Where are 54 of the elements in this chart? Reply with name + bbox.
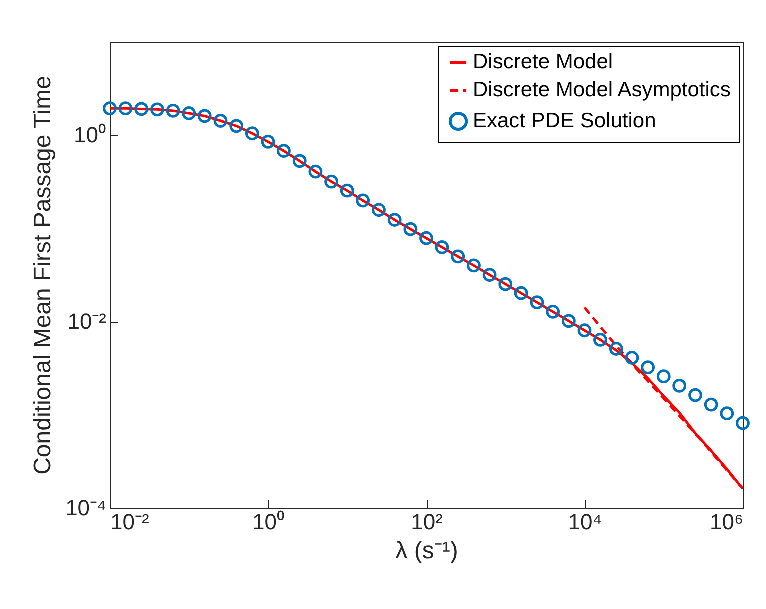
point bbox=[530, 296, 544, 310]
point bbox=[514, 286, 528, 300]
point bbox=[372, 203, 386, 218]
legend-label: Exact PDE Solution bbox=[473, 110, 656, 132]
point bbox=[720, 406, 734, 421]
point bbox=[578, 324, 592, 338]
point bbox=[435, 240, 450, 254]
point bbox=[625, 351, 640, 365]
point bbox=[134, 102, 149, 116]
point bbox=[404, 222, 418, 236]
point bbox=[261, 134, 276, 149]
point bbox=[324, 174, 339, 189]
point bbox=[292, 154, 307, 168]
y-tick-label: 10⁻⁴ bbox=[66, 496, 106, 520]
point bbox=[277, 144, 291, 158]
point bbox=[562, 314, 576, 328]
y-tick-label: 10⁰ bbox=[74, 122, 106, 148]
x-tick-label: 10⁻² bbox=[110, 510, 150, 534]
point bbox=[340, 184, 354, 198]
point bbox=[736, 416, 750, 430]
point bbox=[245, 126, 260, 141]
legend-label: Discrete Model bbox=[473, 50, 614, 74]
point bbox=[546, 304, 560, 319]
point bbox=[356, 194, 370, 208]
point bbox=[150, 102, 164, 117]
point bbox=[420, 231, 434, 246]
x-tick-label: 10⁶ bbox=[710, 510, 744, 534]
point bbox=[609, 342, 624, 356]
y-tick-label: 10⁻² bbox=[68, 309, 106, 334]
x-tick-label: 10⁴ bbox=[568, 510, 602, 534]
point bbox=[672, 379, 687, 393]
point bbox=[688, 388, 702, 402]
y-axis-title: Conditional Mean First Passage Time bbox=[30, 76, 57, 475]
point bbox=[214, 114, 228, 128]
point bbox=[467, 258, 481, 273]
x-tick-label: 10⁰ bbox=[252, 510, 285, 534]
point bbox=[118, 102, 133, 116]
point bbox=[498, 277, 513, 292]
point bbox=[230, 119, 244, 134]
point bbox=[641, 360, 656, 375]
point bbox=[451, 250, 466, 264]
point bbox=[198, 109, 212, 124]
point bbox=[594, 333, 608, 347]
point bbox=[482, 268, 497, 282]
point bbox=[308, 164, 323, 179]
point bbox=[182, 106, 196, 120]
point bbox=[388, 213, 402, 227]
x-tick-label: 10² bbox=[411, 510, 443, 534]
point bbox=[103, 102, 117, 116]
legend-label: Discrete Model Asymptotics bbox=[473, 78, 731, 102]
point bbox=[656, 370, 671, 384]
x-axis-title: λ (s⁻¹) bbox=[396, 538, 458, 564]
point bbox=[166, 104, 180, 118]
point bbox=[704, 398, 718, 412]
